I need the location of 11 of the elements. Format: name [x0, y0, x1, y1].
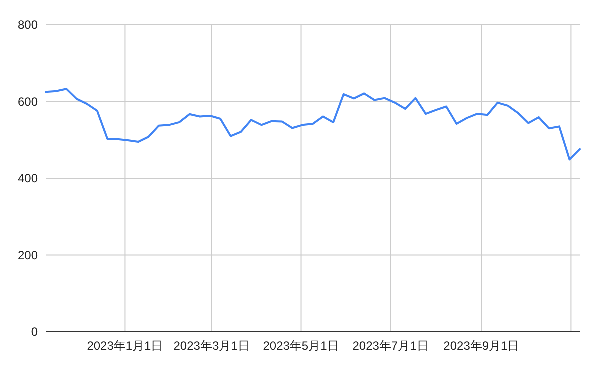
y-tick-label: 400: [18, 172, 38, 186]
x-tick-label: 2023年9月1日: [444, 339, 520, 353]
y-tick-label: 800: [18, 18, 38, 32]
y-tick-label: 200: [18, 248, 38, 262]
y-tick-label: 0: [31, 325, 38, 339]
line-series: [45, 88, 581, 161]
x-tick-label: 2023年1月1日: [87, 339, 164, 353]
x-tick-label: 2023年3月1日: [174, 339, 250, 353]
x-tick-label: 2023年7月1日: [352, 339, 429, 353]
y-tick-label: 600: [18, 94, 38, 109]
x-tick-label: 2023年5月1日: [263, 339, 340, 353]
